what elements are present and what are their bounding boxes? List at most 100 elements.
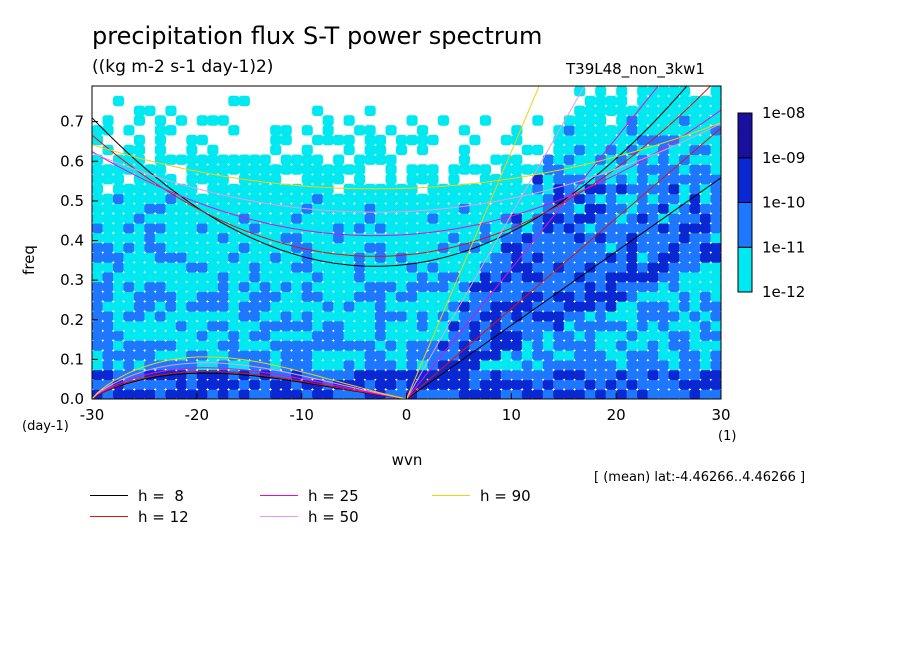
spectrum-cell [322, 262, 334, 273]
spectrum-cell [490, 262, 502, 273]
spectrum-cell [595, 330, 607, 341]
spectrum-cell [217, 389, 229, 399]
spectrum-cell [479, 222, 491, 234]
spectrum-cell [364, 222, 376, 234]
spectrum-cell [710, 359, 721, 371]
spectrum-cell [333, 291, 345, 302]
spectrum-cell [144, 222, 156, 234]
spectrum-cell [396, 144, 408, 156]
spectrum-cell [710, 232, 721, 244]
spectrum-cell [469, 213, 481, 224]
spectrum-cell [521, 262, 533, 273]
spectrum-cell [385, 369, 397, 381]
spectrum-cell [458, 311, 470, 322]
spectrum-cell [238, 389, 250, 399]
spectrum-cell [427, 252, 439, 263]
kelvin-curve-h25 [406, 86, 659, 399]
spectrum-cell [553, 389, 565, 399]
spectrum-cell [113, 252, 125, 263]
spectrum-cell [448, 379, 460, 390]
spectrum-cell [270, 330, 282, 341]
spectrum-cell [616, 311, 628, 322]
spectrum-cell [92, 271, 104, 283]
spectrum-cell [249, 379, 261, 390]
spectrum-cell [647, 350, 659, 361]
spectrum-cell [270, 311, 282, 322]
spectrum-cell [123, 222, 135, 234]
spectrum-cell [616, 222, 628, 234]
spectrum-cell [291, 311, 303, 322]
spectrum-cell [700, 154, 712, 165]
spectrum-cell [616, 291, 628, 302]
spectrum-cell [301, 301, 313, 312]
spectrum-cell [710, 320, 721, 332]
spectrum-cell [637, 183, 649, 195]
spectrum-cell [542, 330, 554, 341]
spectrum-cell [375, 203, 387, 214]
spectrum-cell [710, 301, 721, 312]
spectrum-cell [710, 222, 721, 234]
spectrum-cell [154, 379, 166, 390]
spectrum-cell [217, 213, 229, 224]
spectrum-cell [322, 232, 334, 244]
spectrum-cell [133, 291, 145, 302]
spectrum-cell [186, 330, 198, 341]
spectrum-cell [154, 340, 166, 351]
spectrum-cell [417, 242, 429, 253]
spectrum-cell [291, 291, 303, 302]
spectrum-cell [123, 271, 135, 283]
spectrum-cell [553, 291, 565, 302]
spectrum-cell [710, 154, 721, 165]
spectrum-cell [574, 320, 586, 332]
spectrum-cell [375, 222, 387, 234]
spectrum-cell [385, 154, 397, 165]
spectrum-cell [92, 174, 104, 185]
spectrum-cell [196, 311, 208, 322]
spectrum-cell [689, 320, 701, 332]
spectrum-cell [521, 320, 533, 332]
spectrum-cell [542, 320, 554, 332]
y-tick-label: 0.2 [60, 311, 84, 329]
spectrum-cell [280, 281, 292, 292]
spectrum-cell [448, 164, 460, 175]
spectrum-cell [658, 174, 670, 185]
spectrum-cell [700, 193, 712, 204]
spectrum-cell [102, 271, 114, 283]
spectrum-cell [511, 369, 523, 381]
spectrum-cell [542, 232, 554, 244]
spectrum-cell [123, 389, 135, 399]
spectrum-cell [144, 379, 156, 390]
spectrum-cell [500, 340, 512, 351]
spectrum-cell [343, 359, 355, 371]
spectrum-cell [154, 144, 166, 156]
spectrum-cell [616, 95, 628, 107]
spectrum-cell [658, 193, 670, 204]
spectrum-cell [511, 301, 523, 312]
spectrum-cell [165, 105, 177, 116]
spectrum-cell [458, 281, 470, 292]
spectrum-cell [626, 271, 638, 283]
spectrum-cell [595, 359, 607, 371]
spectrum-cell [511, 281, 523, 292]
spectrum-cell [574, 115, 586, 126]
spectrum-cell [448, 193, 460, 204]
spectrum-cell [616, 369, 628, 381]
spectrum-cell [417, 330, 429, 341]
spectrum-cell [584, 262, 596, 273]
spectrum-cell [364, 203, 376, 214]
spectrum-cell [668, 193, 680, 204]
spectrum-cell [175, 389, 187, 399]
spectrum-cell [144, 311, 156, 322]
spectrum-cell [542, 154, 554, 165]
spectrum-cell [217, 262, 229, 273]
spectrum-cell [133, 311, 145, 322]
spectrum-cell [102, 262, 114, 273]
spectrum-cell [700, 281, 712, 292]
spectrum-cell [668, 174, 680, 185]
spectrum-cell [322, 174, 334, 185]
spectrum-cell [490, 271, 502, 283]
spectrum-cell [196, 242, 208, 253]
spectrum-cell [584, 242, 596, 253]
spectrum-cell [427, 311, 439, 322]
spectrum-cell [616, 320, 628, 332]
